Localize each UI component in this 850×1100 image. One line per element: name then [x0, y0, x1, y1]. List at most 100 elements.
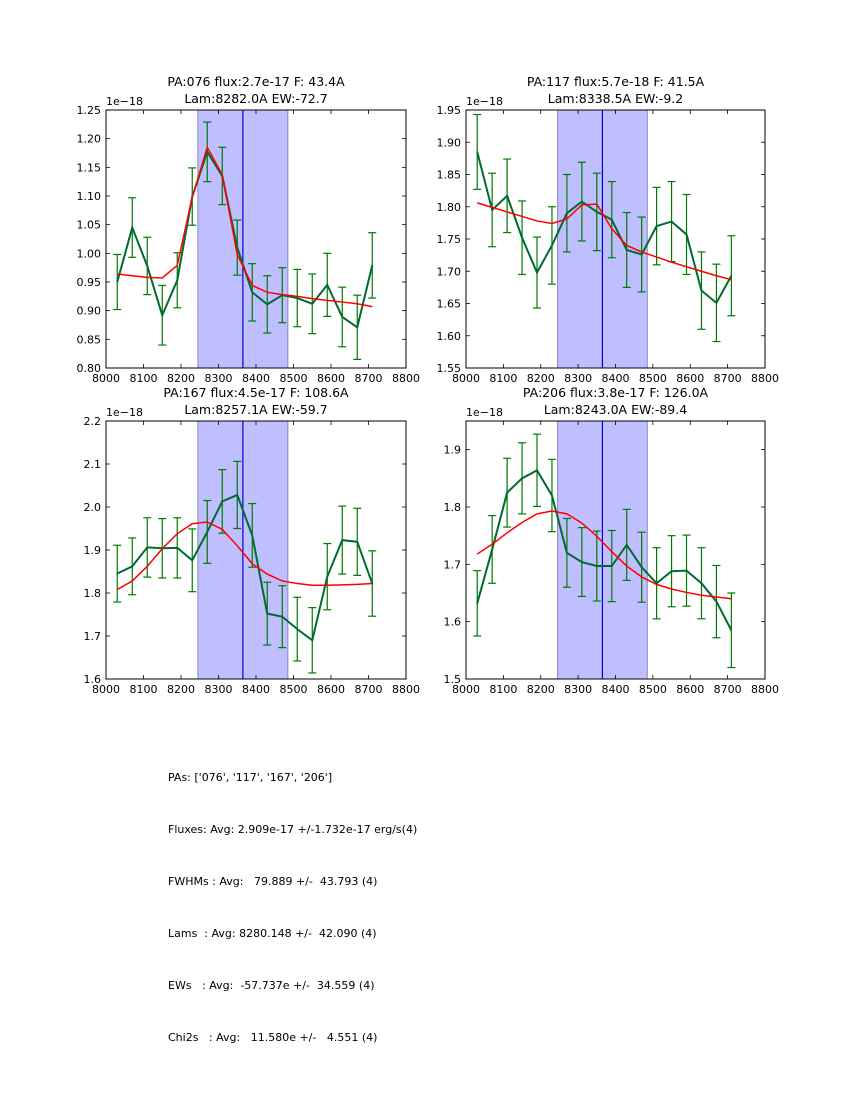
y-tick-label: 1.90 [437, 136, 462, 149]
x-tick-label: 8700 [355, 372, 383, 385]
x-tick-label: 8300 [205, 372, 233, 385]
y-offset-label: 1e−18 [106, 95, 143, 108]
data-point [176, 547, 179, 549]
x-tick-label: 8100 [489, 683, 517, 696]
y-tick-label: 1.6 [444, 616, 462, 629]
y-tick-label: 1.20 [77, 133, 102, 146]
data-point [700, 289, 703, 292]
y-offset-label: 1e−18 [466, 95, 503, 108]
y-tick-label: 1.8 [84, 587, 102, 600]
y-tick-label: 1.05 [77, 219, 102, 232]
fit-line [476, 510, 732, 600]
y-tick-label: 1.9 [84, 544, 102, 557]
data-point [596, 565, 598, 567]
chart-title-line-2: Lam:8257.1A EW:-59.7 [184, 402, 327, 417]
y-tick-label: 1.10 [77, 190, 102, 203]
data-point [371, 582, 374, 585]
x-tick-label: 8200 [527, 683, 555, 696]
data-point [371, 264, 374, 267]
x-tick-label: 8300 [205, 683, 233, 696]
x-tick-label: 8400 [242, 372, 270, 385]
x-tick-label: 8000 [92, 372, 120, 385]
chart-title-line-1: PA:167 flux:4.5e-17 F: 108.6A [163, 385, 349, 400]
chart-title-line-1: PA:117 flux:5.7e-18 F: 41.5A [527, 74, 705, 89]
data-point [670, 570, 673, 573]
x-tick-label: 8500 [639, 372, 667, 385]
x-tick-label: 8200 [527, 372, 555, 385]
summary-pas: PAs: ['076', '117', '167', '206'] [168, 771, 333, 784]
data-point [476, 151, 479, 153]
data-point [311, 639, 314, 642]
x-tick-label: 8400 [242, 683, 270, 696]
data-point [221, 500, 224, 503]
data-point [581, 561, 583, 563]
x-tick-label: 8200 [167, 372, 195, 385]
data-point [131, 565, 134, 568]
data-point [640, 566, 643, 568]
x-tick-label: 8300 [564, 683, 592, 696]
data-point [566, 552, 568, 554]
data-point [266, 303, 269, 306]
data-point [491, 548, 493, 551]
data-point [341, 539, 344, 541]
data-point [356, 541, 359, 543]
y-offset-label: 1e−18 [466, 406, 503, 419]
x-tick-label: 8500 [280, 372, 308, 385]
data-point [730, 274, 733, 277]
data-point [326, 284, 329, 286]
x-tick-label: 8600 [676, 372, 704, 385]
y-tick-label: 0.85 [77, 333, 102, 346]
x-tick-label: 8000 [452, 683, 480, 696]
y-tick-label: 1.95 [437, 104, 462, 117]
data-point [655, 225, 658, 227]
y-tick-label: 2.1 [84, 458, 102, 471]
data-point [581, 200, 583, 203]
y-tick-label: 2.2 [84, 415, 102, 428]
data-point [655, 582, 658, 585]
data-point [296, 628, 299, 630]
data-point [685, 233, 688, 236]
data-point [506, 194, 508, 197]
data-point [131, 226, 134, 229]
plot-area [473, 110, 736, 368]
x-tick-label: 8400 [602, 683, 630, 696]
chart-title-line-2: Lam:8243.0A EW:-89.4 [544, 402, 687, 417]
chart-title-line-1: PA:076 flux:2.7e-17 F: 43.4A [167, 74, 345, 89]
data-point [700, 582, 703, 585]
x-tick-label: 8800 [751, 683, 779, 696]
data-point [536, 271, 538, 274]
y-tick-label: 1.80 [437, 201, 462, 214]
data-point [206, 531, 209, 533]
y-tick-label: 1.5 [444, 673, 462, 686]
data-point [640, 253, 643, 256]
data-point [296, 297, 299, 299]
y-tick-label: 0.90 [77, 305, 102, 318]
x-tick-label: 8600 [317, 372, 345, 385]
y-tick-label: 2.0 [84, 501, 102, 514]
x-tick-label: 8000 [452, 372, 480, 385]
data-point [356, 326, 359, 329]
x-tick-label: 8200 [167, 683, 195, 696]
y-tick-label: 1.6 [84, 673, 102, 686]
y-tick-label: 1.15 [77, 161, 102, 174]
x-tick-label: 8800 [392, 372, 420, 385]
y-tick-label: 0.95 [77, 276, 102, 289]
x-tick-label: 8700 [714, 372, 742, 385]
data-point [476, 602, 479, 605]
y-tick-label: 1.7 [444, 558, 462, 571]
data-point [146, 546, 149, 549]
data-point [341, 316, 344, 318]
data-point [610, 565, 613, 567]
plot-area [113, 421, 377, 679]
data-point [146, 265, 149, 267]
x-tick-label: 8300 [564, 372, 592, 385]
data-point [266, 612, 269, 615]
data-point [251, 534, 254, 537]
y-tick-label: 1.85 [437, 169, 462, 182]
fit-line [117, 145, 373, 308]
x-tick-label: 8800 [751, 372, 779, 385]
data-point [206, 151, 209, 153]
data-point [670, 220, 673, 223]
y-tick-label: 1.55 [437, 362, 462, 375]
data-point [521, 236, 523, 239]
